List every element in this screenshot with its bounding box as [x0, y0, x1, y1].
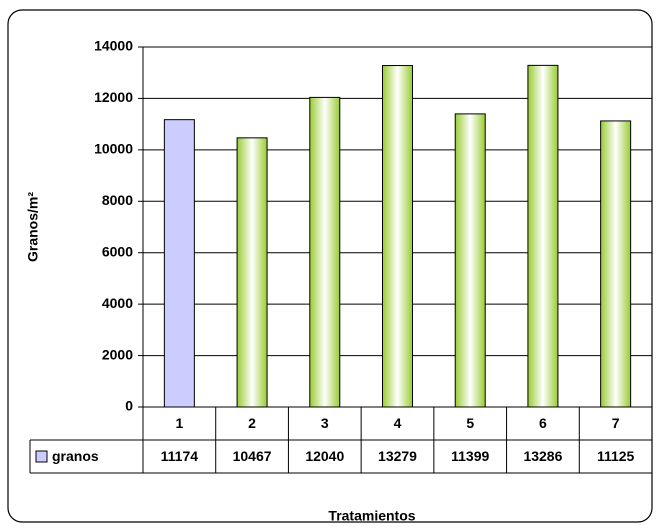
- y-tick-label: 2000: [102, 346, 133, 362]
- x-tick-label: 3: [321, 415, 329, 431]
- y-tick-label: 0: [125, 398, 133, 414]
- data-table-value: 11125: [597, 448, 635, 464]
- data-table-value: 11174: [161, 448, 199, 464]
- x-tick-label: 5: [466, 415, 474, 431]
- legend-key: [35, 450, 48, 463]
- data-table-value: 13286: [523, 448, 562, 464]
- x-tick-label: 1: [175, 415, 183, 431]
- y-tick-label: 6000: [102, 243, 133, 259]
- y-tick-label: 10000: [94, 141, 133, 157]
- x-tick-label: 2: [248, 415, 256, 431]
- bar: [600, 120, 632, 408]
- data-table-value: 10467: [233, 448, 272, 464]
- bar: [454, 113, 486, 408]
- x-tick-label: 4: [394, 415, 402, 431]
- y-tick-label: 12000: [94, 89, 133, 105]
- bar: [382, 65, 413, 408]
- data-table-value: 12040: [305, 448, 344, 464]
- bar: [163, 119, 195, 408]
- bar: [527, 64, 559, 408]
- data-table-value: 11399: [451, 448, 489, 464]
- x-axis-title: Tratamientos: [328, 508, 415, 524]
- y-tick-label: 4000: [102, 295, 133, 311]
- bar: [309, 96, 341, 408]
- bar: [236, 137, 268, 408]
- x-tick-label: 7: [612, 415, 620, 431]
- data-table-value: 13279: [378, 448, 417, 464]
- legend-label: granos: [52, 448, 99, 464]
- y-tick-label: 8000: [102, 192, 133, 208]
- x-tick-label: 6: [539, 415, 547, 431]
- y-tick-label: 14000: [94, 38, 133, 54]
- y-axis-title: Granos/m²: [25, 192, 41, 262]
